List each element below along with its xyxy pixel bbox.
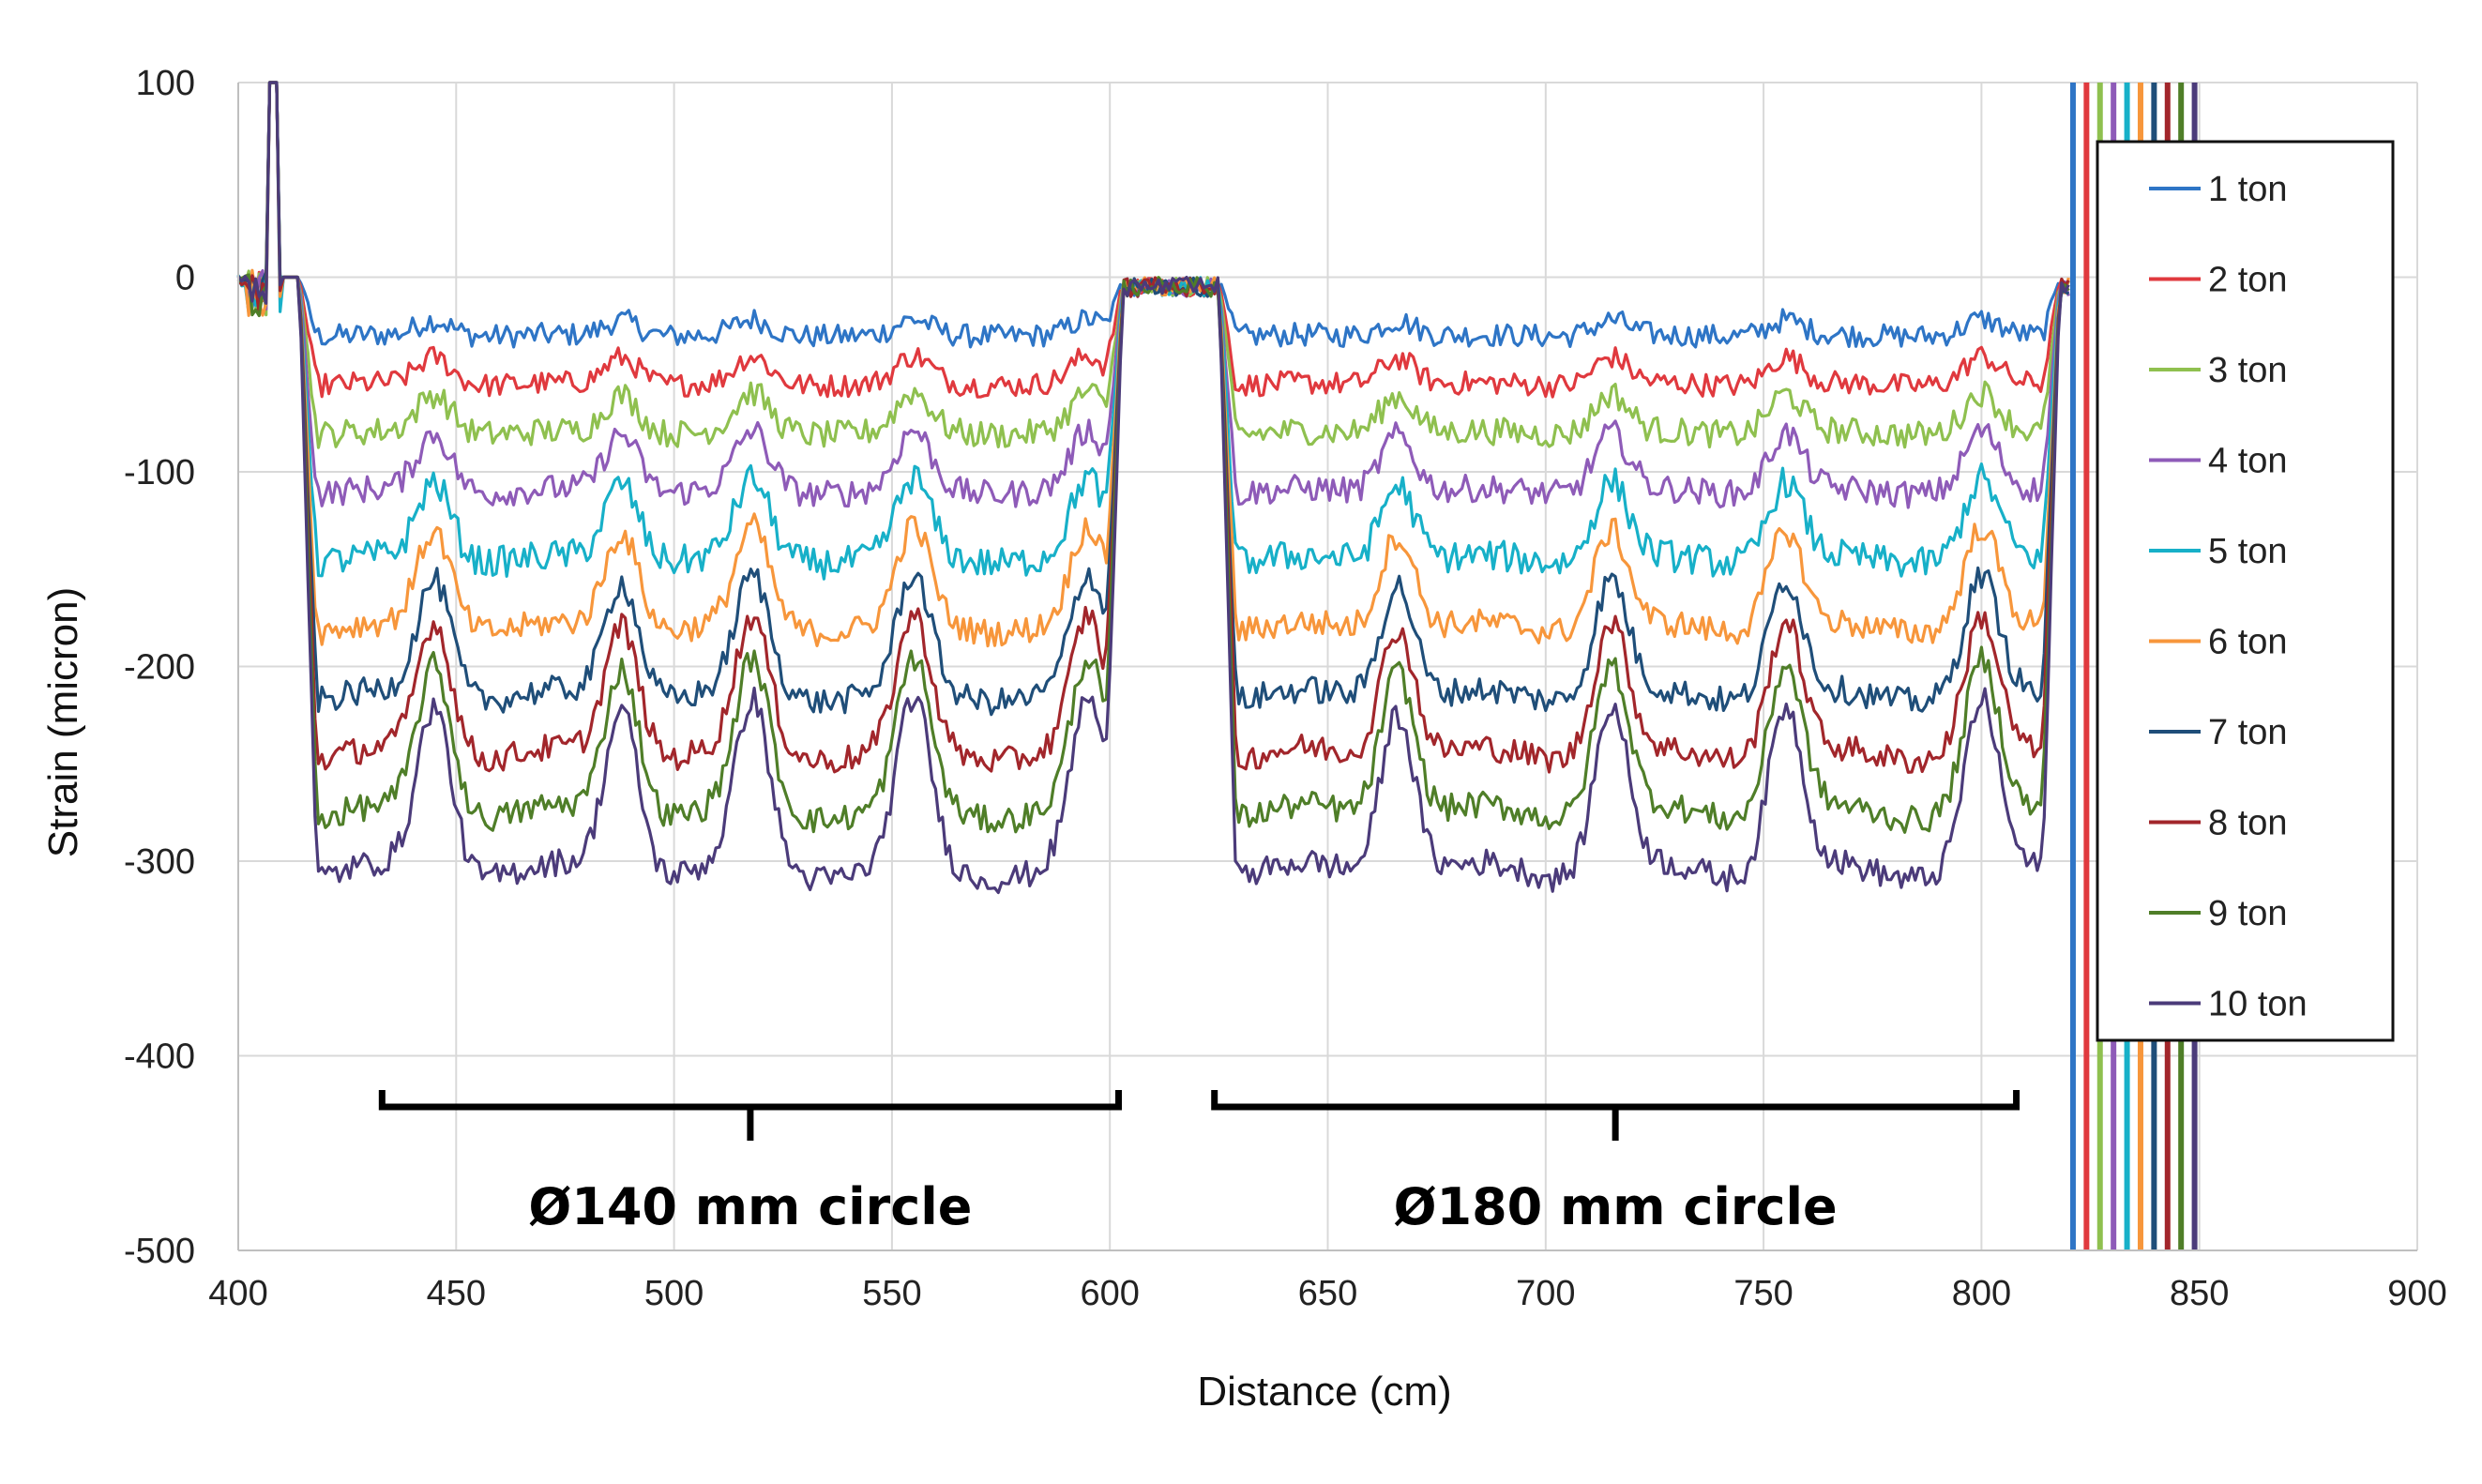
x-tick-label: 850 [2170,1274,2229,1313]
legend: 1 ton 2 ton 3 ton 4 ton 5 ton 6 ton 7 ton 8 ton… [2096,140,2395,1042]
x-tick-label: 400 [208,1274,267,1313]
tick-labels: 400 450 500 550 600 650 700 750 800 850 900 100 0 -10… [124,64,2447,1313]
series-line [236,81,2070,449]
y-axis-title: Strain (micron) [40,587,86,858]
x-tick-label: 800 [1952,1274,2011,1313]
annotation-label: Ø140 mm circle [528,1177,972,1236]
series-line [236,81,2070,509]
legend-label: 7 ton [2208,713,2288,752]
x-tick-label: 450 [427,1274,486,1313]
legend-label: 1 ton [2208,170,2288,209]
annotations: Ø140 mm circle Ø180 mm circle [378,1090,2020,1236]
x-tick-label: 500 [644,1274,704,1313]
legend-label: 6 ton [2208,623,2288,662]
x-tick-label: 700 [1516,1274,1575,1313]
legend-box [2096,140,2395,1042]
x-tick-label: 900 [2387,1274,2446,1313]
x-tick-label: 550 [862,1274,921,1313]
legend-label: 10 ton [2208,985,2308,1024]
series-line [236,81,2069,349]
legend-label: 3 ton [2208,351,2288,390]
series-line [236,81,2070,774]
series-line [236,81,2070,895]
annotation-label: Ø180 mm circle [1394,1177,1838,1236]
legend-label: 2 ton [2208,261,2288,300]
y-tick-label: -100 [124,453,195,492]
y-tick-label: 100 [136,64,195,103]
y-tick-label: -500 [124,1232,195,1271]
y-tick-label: -300 [124,842,195,882]
bracket [1211,1090,2020,1141]
legend-label: 4 ton [2208,442,2288,481]
x-tick-label: 600 [1080,1274,1139,1313]
legend-label: 8 ton [2208,804,2288,843]
series-line [236,81,2070,399]
x-axis-title: Distance (cm) [1197,1369,1451,1415]
axes [237,83,2417,1251]
grid [237,82,2418,1251]
x-tick-label: 650 [1298,1274,1357,1313]
legend-label: 5 ton [2208,532,2288,571]
y-tick-label: -200 [124,648,195,688]
y-tick-label: 0 [175,259,195,298]
bracket [378,1090,1122,1141]
legend-label: 9 ton [2208,894,2288,933]
x-tick-label: 750 [1733,1274,1793,1313]
y-tick-label: -400 [124,1037,195,1077]
